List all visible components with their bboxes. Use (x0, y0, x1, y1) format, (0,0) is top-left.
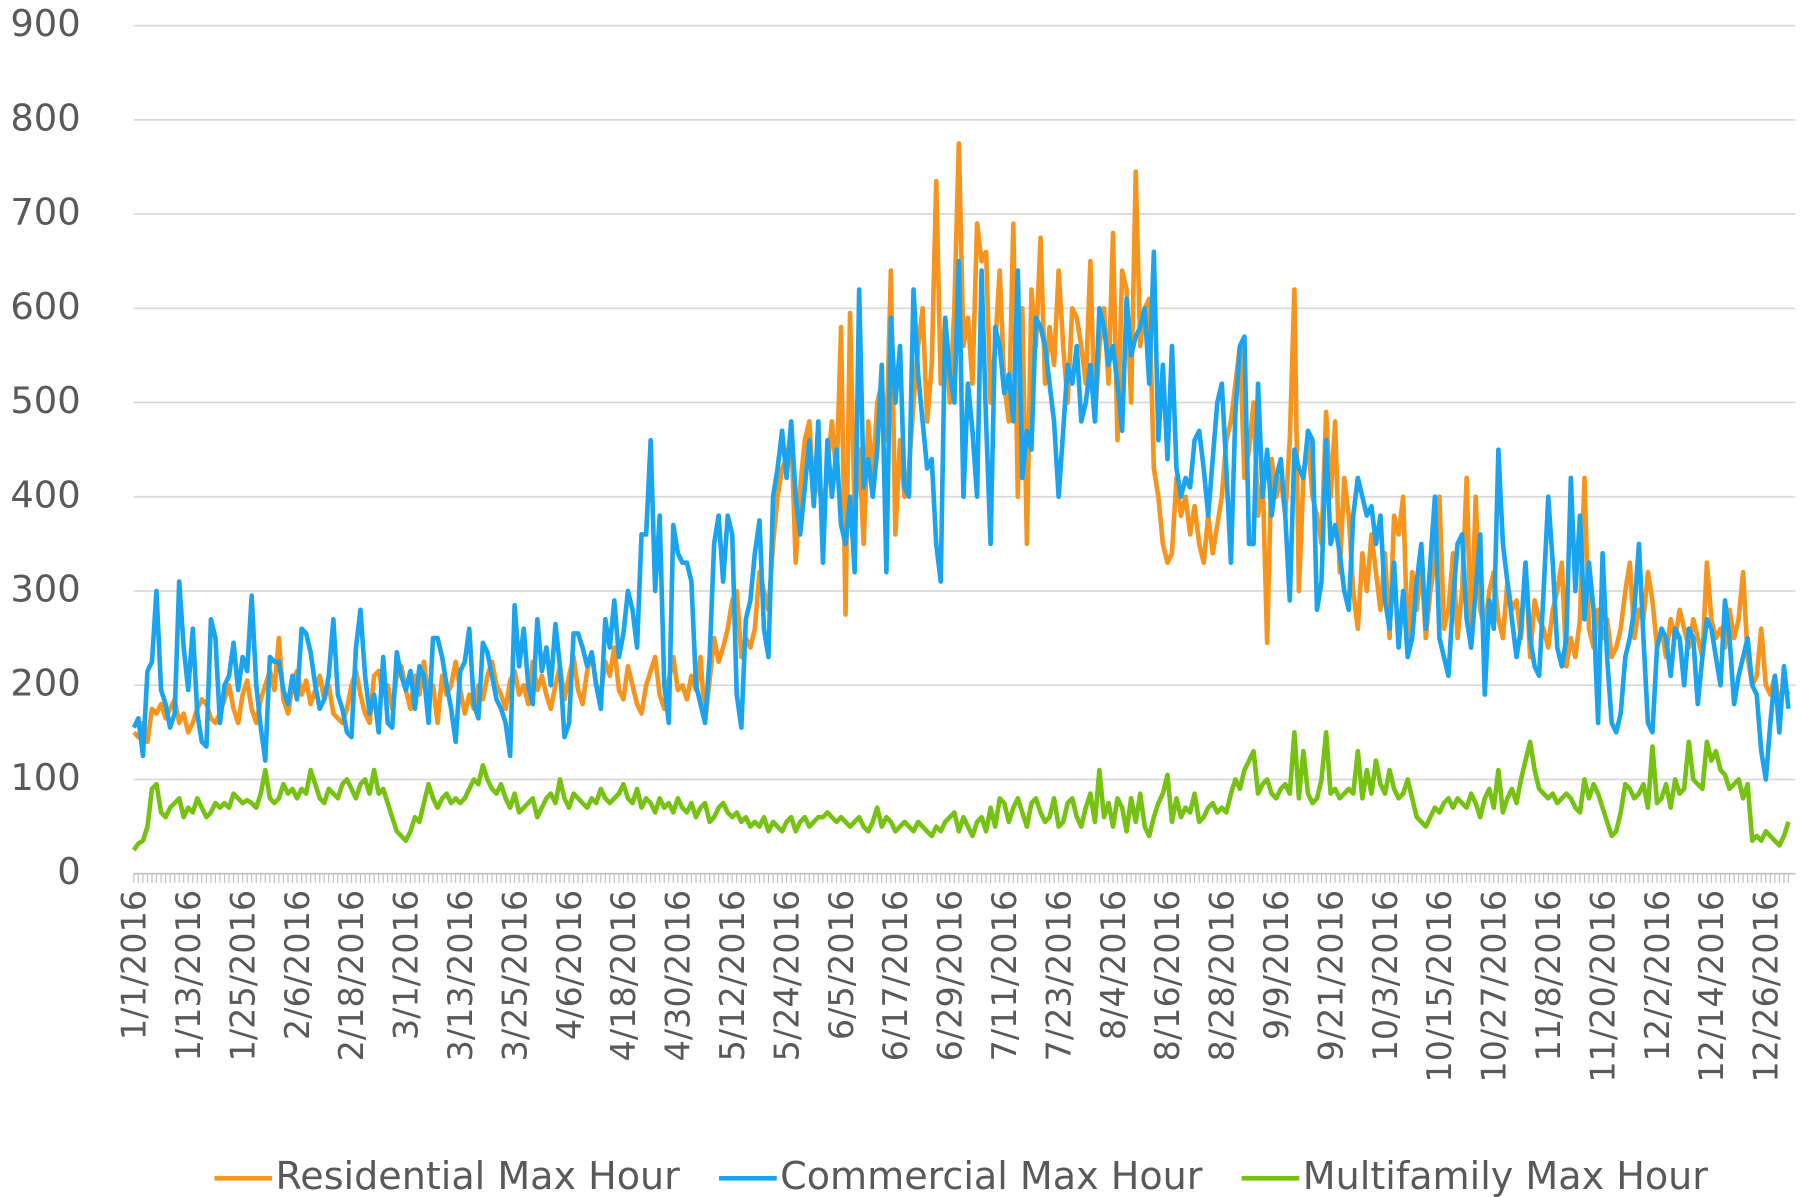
y-tick-label: 0 (57, 850, 80, 893)
legend-label: Commercial Max Hour (780, 1154, 1203, 1197)
x-tick-label: 5/24/2016 (767, 890, 806, 1062)
y-tick-label: 100 (10, 756, 80, 799)
x-tick-label: 8/16/2016 (1148, 890, 1187, 1062)
x-tick-label: 6/5/2016 (822, 890, 861, 1040)
x-tick-label: 6/17/2016 (876, 890, 915, 1062)
x-tick-label: 2/6/2016 (278, 890, 317, 1040)
series-line (131, 730, 1791, 852)
x-tick-label: 4/6/2016 (550, 890, 589, 1040)
x-axis-ticks (133, 873, 1790, 883)
x-tick-label: 1/25/2016 (223, 890, 262, 1062)
x-tick-label: 3/13/2016 (441, 890, 480, 1062)
y-tick-label: 600 (10, 285, 80, 328)
x-tick-label: 12/26/2016 (1747, 890, 1786, 1083)
y-tick-label: 700 (10, 191, 80, 234)
x-tick-label: 11/8/2016 (1529, 890, 1568, 1062)
x-tick-label: 4/30/2016 (659, 890, 698, 1062)
x-tick-label: 8/4/2016 (1094, 890, 1133, 1040)
series-line (131, 249, 1791, 782)
x-tick-label: 1/1/2016 (115, 890, 154, 1040)
y-tick-label: 800 (10, 96, 80, 139)
legend-label: Multifamily Max Hour (1303, 1154, 1708, 1197)
y-tick-label: 300 (10, 568, 80, 611)
y-tick-label: 900 (10, 2, 80, 45)
y-tick-label: 400 (10, 473, 80, 516)
x-tick-label: 6/29/2016 (931, 890, 970, 1062)
x-tick-label: 10/27/2016 (1475, 890, 1514, 1083)
x-tick-label: 8/28/2016 (1203, 890, 1242, 1062)
x-tick-label: 4/18/2016 (604, 890, 643, 1062)
legend: Residential Max Hour Commercial Max Hour M… (214, 1154, 1708, 1197)
x-tick-label: 12/14/2016 (1692, 890, 1731, 1083)
x-tick-label: 10/15/2016 (1420, 890, 1459, 1083)
x-tick-label: 5/12/2016 (713, 890, 752, 1062)
x-tick-label: 2/18/2016 (332, 890, 371, 1062)
x-tick-label: 3/25/2016 (495, 890, 534, 1062)
x-tick-label: 7/11/2016 (985, 890, 1024, 1062)
x-tick-label: 12/2/2016 (1638, 890, 1677, 1062)
x-tick-label: 10/3/2016 (1366, 890, 1405, 1062)
legend-label: Residential Max Hour (276, 1154, 681, 1197)
y-tick-label: 500 (10, 379, 80, 422)
y-tick-label: 200 (10, 662, 80, 705)
x-tick-label: 7/23/2016 (1039, 890, 1078, 1062)
x-tick-label: 9/9/2016 (1257, 890, 1296, 1040)
x-tick-label: 1/13/2016 (169, 890, 208, 1062)
x-tick-label: 9/21/2016 (1311, 890, 1350, 1062)
x-tick-label: 3/1/2016 (387, 890, 426, 1040)
x-tick-label: 11/20/2016 (1583, 890, 1622, 1083)
